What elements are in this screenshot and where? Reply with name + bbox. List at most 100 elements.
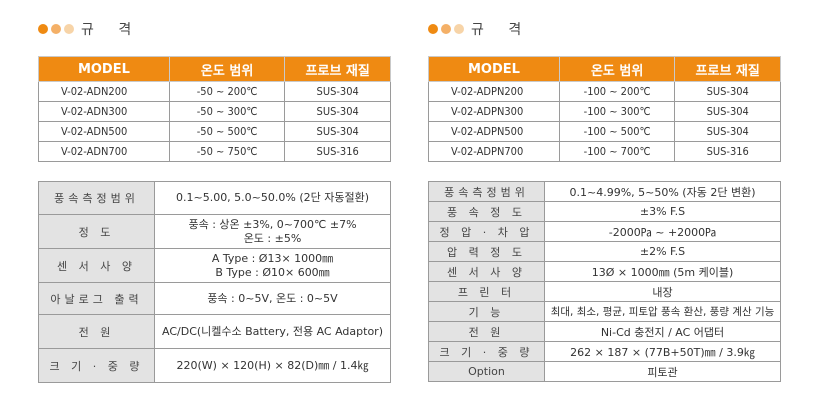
table-row: V-02-ADN300 -50 ~ 300℃ SUS-304 [38, 101, 391, 122]
detail-row: 아날로그 출력 풍속 : 0~5V, 온도 : 0~5V [38, 282, 391, 315]
table-header-row: MODEL 온도 범위 프로브 재질 [428, 56, 781, 82]
header-model: MODEL [428, 56, 560, 82]
material-cell: SUS-316 [284, 141, 391, 162]
detail-label: 풍속측정범위 [428, 181, 545, 202]
detail-label: 센 서 사 양 [38, 248, 155, 283]
detail-row: 프 린 터 내장 [428, 281, 781, 302]
detail-value: Ni-Cd 충전지 / AC 어댑터 [544, 321, 781, 342]
detail-value: 피토관 [544, 361, 781, 382]
detail-row: Option 피토관 [428, 361, 781, 382]
material-cell: SUS-304 [674, 101, 781, 122]
detail-row: 센 서 사 양 13Ø × 1000㎜ (5m 케이블) [428, 261, 781, 282]
detail-value: 풍속 : 0~5V, 온도 : 0~5V [154, 282, 391, 315]
heading-text: 규 격 [471, 22, 532, 38]
detail-value: 풍속 : 상온 ±3%, 0~700℃ ±7% 온도 : ±5% [154, 214, 391, 249]
header-probe-material: 프로브 재질 [674, 56, 781, 82]
detail-value: 내장 [544, 281, 781, 302]
detail-value: AC/DC(니켈수소 Battery, 전용 AC Adaptor) [154, 314, 391, 349]
detail-row: 전 원 Ni-Cd 충전지 / AC 어댑터 [428, 321, 781, 342]
detail-row: 크 기 · 중 량 220(W) × 120(H) × 82(D)㎜ / 1.4… [38, 348, 391, 383]
header-model: MODEL [38, 56, 170, 82]
temp-range-cell: -50 ~ 200℃ [168, 81, 286, 102]
temp-range-cell: -100 ~ 300℃ [558, 101, 676, 122]
detail-row: 전 원 AC/DC(니켈수소 Battery, 전용 AC Adaptor) [38, 314, 391, 349]
detail-row: 센 서 사 양 A Type : Ø13× 1000㎜ B Type : Ø10… [38, 248, 391, 283]
detail-value: -2000㎩ ~ +2000㎩ [544, 221, 781, 242]
table-row: V-02-ADPN300 -100 ~ 300℃ SUS-304 [428, 101, 781, 122]
detail-row: 크 기 · 중 량 262 × 187 × (77B+50T)㎜ / 3.9㎏ [428, 341, 781, 362]
detail-value: 13Ø × 1000㎜ (5m 케이블) [544, 261, 781, 282]
detail-label: 프 린 터 [428, 281, 545, 302]
material-cell: SUS-304 [674, 81, 781, 102]
bullet-dots-icon [428, 24, 464, 34]
detail-row: 기 능 최대, 최소, 평균, 피토압 풍속 환산, 풍량 계산 기능 [428, 301, 781, 322]
material-cell: SUS-304 [284, 81, 391, 102]
detail-value: ±3% F.S [544, 201, 781, 222]
detail-row: 정 도 풍속 : 상온 ±3%, 0~700℃ ±7% 온도 : ±5% [38, 214, 391, 249]
model-cell: V-02-ADN300 [38, 101, 170, 122]
detail-label: 정 압 · 차 압 [428, 221, 545, 242]
detail-label: 크 기 · 중 량 [428, 341, 545, 362]
table-row: V-02-ADN200 -50 ~ 200℃ SUS-304 [38, 81, 391, 102]
detail-value: A Type : Ø13× 1000㎜ B Type : Ø10× 600㎜ [154, 248, 391, 283]
model-spec-table: MODEL 온도 범위 프로브 재질 V-02-ADPN200 -100 ~ 2… [428, 56, 781, 162]
heading-text: 규 격 [81, 22, 142, 38]
header-temperature-range: 온도 범위 [168, 56, 286, 82]
detail-value: ±2% F.S [544, 241, 781, 262]
detail-row: 풍속측정범위 0.1~5.00, 5.0~50.0% (2단 자동절환) [38, 181, 391, 215]
section-heading: 규 격 [38, 18, 141, 40]
detail-row: 풍 속 정 도 ±3% F.S [428, 201, 781, 222]
bullet-dots-icon [38, 24, 74, 34]
temp-range-cell: -100 ~ 200℃ [558, 81, 676, 102]
table-header-row: MODEL 온도 범위 프로브 재질 [38, 56, 391, 82]
header-temperature-range: 온도 범위 [558, 56, 676, 82]
detail-label: 크 기 · 중 량 [38, 348, 155, 383]
model-cell: V-02-ADN700 [38, 141, 170, 162]
detail-value: 0.1~4.99%, 5~50% (자동 2단 변환) [544, 181, 781, 202]
detail-label: 풍속측정범위 [38, 181, 155, 215]
detail-label: 전 원 [428, 321, 545, 342]
detail-label: 기 능 [428, 301, 545, 322]
section-heading: 규 격 [428, 18, 531, 40]
table-row: V-02-ADPN500 -100 ~ 500℃ SUS-304 [428, 121, 781, 142]
right-spec-panel: 규 격 MODEL 온도 범위 프로브 재질 V-02-ADPN200 -100… [428, 0, 816, 401]
detail-label: 전 원 [38, 314, 155, 349]
material-cell: SUS-304 [284, 121, 391, 142]
temp-range-cell: -50 ~ 300℃ [168, 101, 286, 122]
header-probe-material: 프로브 재질 [284, 56, 391, 82]
table-row: V-02-ADPN700 -100 ~ 700℃ SUS-316 [428, 141, 781, 162]
table-row: V-02-ADPN200 -100 ~ 200℃ SUS-304 [428, 81, 781, 102]
detail-label: 정 도 [38, 214, 155, 249]
material-cell: SUS-316 [674, 141, 781, 162]
detail-value: 262 × 187 × (77B+50T)㎜ / 3.9㎏ [544, 341, 781, 362]
detail-row: 압 력 정 도 ±2% F.S [428, 241, 781, 262]
table-row: V-02-ADN500 -50 ~ 500℃ SUS-304 [38, 121, 391, 142]
table-row: V-02-ADN700 -50 ~ 750℃ SUS-316 [38, 141, 391, 162]
detail-label: 압 력 정 도 [428, 241, 545, 262]
model-cell: V-02-ADPN300 [428, 101, 560, 122]
detail-row: 풍속측정범위 0.1~4.99%, 5~50% (자동 2단 변환) [428, 181, 781, 202]
detail-value: 0.1~5.00, 5.0~50.0% (2단 자동절환) [154, 181, 391, 215]
detail-label: 아날로그 출력 [38, 282, 155, 315]
detail-spec-table: 풍속측정범위 0.1~4.99%, 5~50% (자동 2단 변환) 풍 속 정… [428, 181, 781, 382]
model-cell: V-02-ADN200 [38, 81, 170, 102]
material-cell: SUS-304 [284, 101, 391, 122]
detail-label: Option [428, 361, 545, 382]
temp-range-cell: -100 ~ 700℃ [558, 141, 676, 162]
material-cell: SUS-304 [674, 121, 781, 142]
model-cell: V-02-ADPN200 [428, 81, 560, 102]
model-cell: V-02-ADPN700 [428, 141, 560, 162]
detail-label: 센 서 사 양 [428, 261, 545, 282]
detail-value: 220(W) × 120(H) × 82(D)㎜ / 1.4㎏ [154, 348, 391, 383]
temp-range-cell: -100 ~ 500℃ [558, 121, 676, 142]
model-cell: V-02-ADN500 [38, 121, 170, 142]
temp-range-cell: -50 ~ 500℃ [168, 121, 286, 142]
left-spec-panel: 규 격 MODEL 온도 범위 프로브 재질 V-02-ADN200 -50 ~… [38, 0, 428, 401]
model-spec-table: MODEL 온도 범위 프로브 재질 V-02-ADN200 -50 ~ 200… [38, 56, 391, 162]
model-cell: V-02-ADPN500 [428, 121, 560, 142]
detail-label: 풍 속 정 도 [428, 201, 545, 222]
detail-row: 정 압 · 차 압 -2000㎩ ~ +2000㎩ [428, 221, 781, 242]
detail-value: 최대, 최소, 평균, 피토압 풍속 환산, 풍량 계산 기능 [544, 301, 781, 322]
detail-spec-table: 풍속측정범위 0.1~5.00, 5.0~50.0% (2단 자동절환) 정 도… [38, 181, 391, 383]
temp-range-cell: -50 ~ 750℃ [168, 141, 286, 162]
